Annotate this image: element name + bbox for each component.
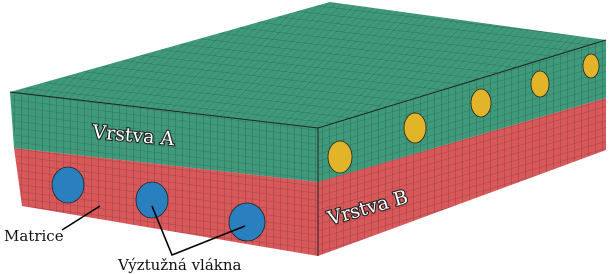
fiber — [471, 89, 491, 117]
diagram: Vrstva A Vrstva B Matrice Výztužná vlákn… — [0, 0, 610, 274]
fiber — [52, 167, 84, 203]
fiber — [583, 54, 599, 78]
fiber — [328, 141, 352, 173]
fiber — [531, 71, 549, 97]
matrix-label: Matrice — [4, 227, 64, 245]
fibers-label: Výztužná vlákna — [117, 256, 242, 274]
fiber — [229, 203, 265, 241]
fiber — [404, 113, 426, 143]
fiber — [136, 182, 168, 218]
